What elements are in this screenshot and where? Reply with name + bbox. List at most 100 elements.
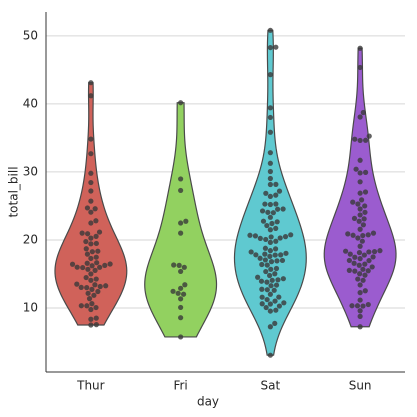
swarm-point: [88, 241, 94, 247]
swarm-point: [92, 267, 98, 273]
swarm-point: [273, 307, 279, 313]
swarm-point: [270, 210, 276, 216]
swarm-point: [357, 190, 363, 196]
swarm-point: [178, 304, 184, 311]
y-tick-label: 20: [23, 232, 38, 246]
x-axis-label: day: [197, 395, 219, 409]
swarm-point: [273, 181, 279, 187]
swarm-point: [280, 206, 286, 212]
swarm-point: [264, 279, 270, 285]
swarm-point: [93, 322, 99, 328]
swarm-point: [365, 268, 371, 274]
swarm-point: [88, 170, 94, 176]
swarm-point: [271, 287, 277, 293]
swarm-point: [346, 257, 352, 264]
swarm-point: [178, 220, 184, 226]
swarm-point: [370, 254, 376, 260]
swarm-point: [369, 264, 375, 270]
y-tick-label: 40: [23, 96, 38, 110]
swarm-point: [178, 230, 184, 236]
swarm-point: [88, 93, 94, 99]
swarm-point: [88, 220, 94, 226]
swarm-point: [264, 296, 270, 303]
swarm-point: [84, 205, 91, 211]
swarm-point: [269, 277, 275, 283]
swarm-point: [94, 260, 100, 266]
swarm-point: [83, 246, 89, 252]
swarm-point: [267, 105, 273, 111]
swarm-point: [360, 222, 366, 228]
swarm-point: [266, 272, 273, 279]
swarm-point: [96, 229, 103, 235]
swarm-point: [275, 206, 281, 212]
swarm-point: [282, 234, 289, 240]
swarm-point: [357, 206, 363, 212]
swarm-point: [267, 27, 273, 33]
swarm-point: [171, 262, 177, 268]
swarm-point: [267, 201, 273, 208]
swarm-point: [272, 320, 278, 327]
swarm-point: [93, 276, 99, 282]
swarm-point: [357, 256, 363, 262]
swarm-point: [274, 258, 280, 264]
swarm-point: [363, 137, 369, 143]
swarm-point: [357, 290, 363, 296]
swarm-point: [267, 175, 273, 182]
swarm-point: [362, 261, 368, 267]
swarm-point: [362, 203, 368, 209]
swarm-point: [267, 291, 273, 297]
swarm-point: [272, 271, 278, 277]
swarm-point: [267, 308, 273, 314]
swarm-point: [259, 294, 265, 300]
swarm-point: [360, 232, 366, 239]
swarm-point: [358, 197, 365, 203]
swarm-point: [88, 136, 94, 142]
swarm-point: [178, 176, 184, 182]
x-tick-label: Fri: [173, 379, 187, 393]
swarm-point: [269, 220, 275, 227]
swarm-point: [366, 133, 372, 139]
swarm-point: [255, 274, 261, 280]
swarm-point: [370, 230, 377, 236]
swarm-point: [248, 249, 254, 255]
swarm-point: [69, 261, 76, 267]
swarm-point: [357, 179, 363, 185]
swarm-point: [274, 219, 280, 225]
swarm-point: [272, 246, 279, 252]
swarm-point: [272, 298, 278, 304]
swarm-point: [263, 236, 269, 243]
swarm-point: [175, 290, 181, 296]
swarm-point: [357, 137, 363, 144]
swarm-point: [377, 248, 383, 254]
swarm-point: [259, 301, 265, 307]
swarm-point: [357, 157, 363, 163]
swarm-point: [276, 294, 282, 300]
swarm-point: [276, 303, 283, 309]
y-tick-label: 10: [23, 301, 38, 315]
swarm-point: [95, 248, 101, 254]
swarm-point: [92, 282, 98, 288]
swarm-point: [103, 283, 109, 289]
swarm-point: [357, 212, 363, 218]
swarm-point: [267, 352, 273, 358]
swarm-point: [354, 303, 361, 309]
swarm-point: [89, 249, 95, 255]
swarm-point: [88, 188, 94, 194]
swarm-point: [268, 283, 274, 289]
swarm-point: [79, 230, 85, 236]
swarm-point: [93, 240, 99, 247]
swarm-point: [267, 301, 273, 307]
swarm-point: [263, 304, 269, 311]
swarm-point: [267, 72, 273, 78]
swarm-point: [93, 304, 99, 311]
swarm-point: [357, 45, 363, 51]
swarm-point: [272, 252, 278, 258]
swarm-point: [352, 136, 358, 142]
swarm-point: [84, 260, 90, 266]
swarm-point: [267, 193, 273, 199]
swarm-point: [273, 44, 279, 50]
swarm-point: [263, 268, 269, 275]
swarm-point: [273, 282, 280, 288]
swarm-point: [362, 272, 368, 278]
swarm-point: [276, 188, 283, 194]
